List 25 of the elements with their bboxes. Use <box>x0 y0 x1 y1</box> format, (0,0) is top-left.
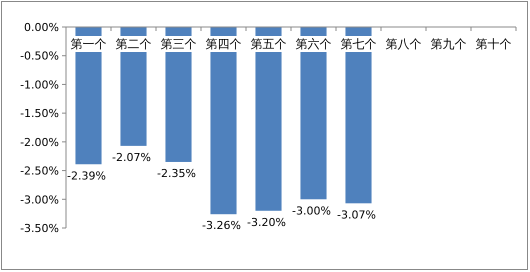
x-tick-label: 第九个 <box>430 37 466 51</box>
y-tick-label: -1.50% <box>20 107 59 120</box>
y-tick-label: -1.00% <box>20 78 59 92</box>
x-tick-label: 第七个 <box>340 37 376 51</box>
x-tick-label: 第二个 <box>116 37 152 51</box>
x-tick-label: 第四个 <box>206 37 242 51</box>
y-tick-label: -2.50% <box>20 164 59 178</box>
x-tick-label: 第八个 <box>386 37 422 51</box>
data-label: -3.20% <box>247 216 286 229</box>
data-label: -2.07% <box>112 150 151 164</box>
data-label: -3.00% <box>292 204 331 218</box>
x-tick-label: 第一个 <box>70 37 106 51</box>
y-tick-label: -3.50% <box>20 222 59 235</box>
x-tick-label: 第十个 <box>476 37 512 51</box>
x-tick-label: 第六个 <box>296 37 332 51</box>
y-tick-label: -0.50% <box>20 50 59 63</box>
data-label: -3.07% <box>337 208 376 222</box>
data-label: -2.39% <box>67 169 106 182</box>
x-tick-label: 第五个 <box>250 37 286 51</box>
data-label: -2.35% <box>157 166 196 180</box>
y-tick-label: -3.00% <box>20 193 59 206</box>
y-tick-label: 0.00% <box>24 21 59 34</box>
y-tick-label: -2.00% <box>20 136 59 149</box>
x-tick-label: 第三个 <box>160 37 196 51</box>
data-label: -3.26% <box>202 219 241 232</box>
